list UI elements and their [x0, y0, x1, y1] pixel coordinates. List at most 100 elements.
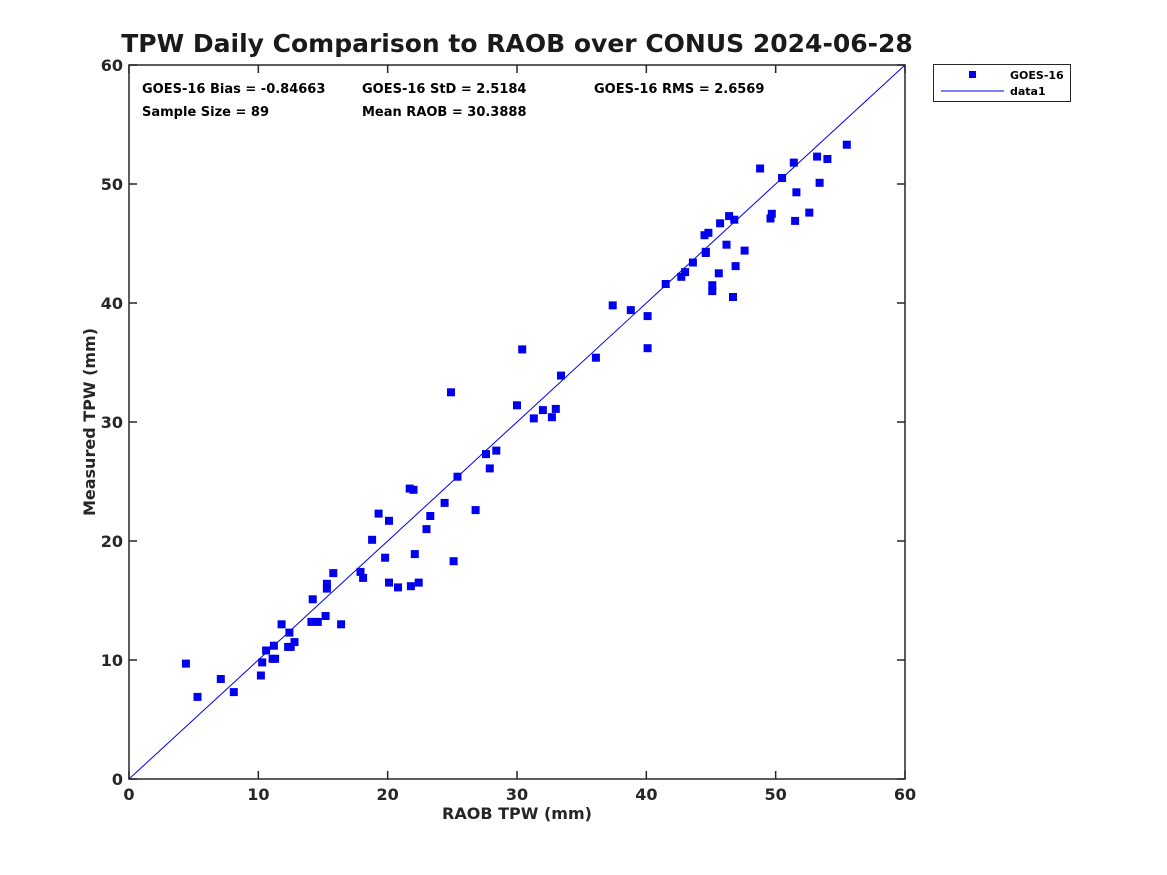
data-point-29	[385, 578, 393, 587]
data-point-6	[258, 658, 267, 667]
chart-title: TPW Daily Comparison to RAOB over CONUS …	[121, 29, 913, 58]
data-point-55	[608, 301, 617, 310]
y-tick-label: 20	[101, 532, 123, 551]
data-point-27	[374, 509, 383, 518]
data-point-48	[518, 345, 527, 354]
data-point-49	[529, 414, 538, 423]
data-point-60	[677, 272, 686, 281]
legend-entry-goes16: GOES-16	[1010, 69, 1064, 82]
data-point-43	[471, 506, 480, 515]
data-point-80	[778, 174, 787, 182]
data-point-53	[557, 371, 565, 380]
legend-box	[933, 64, 1071, 102]
data-point-65	[701, 247, 710, 256]
data-point-83	[792, 188, 801, 197]
data-point-3	[216, 675, 225, 683]
x-tick-label: 50	[765, 785, 787, 804]
data-point-56	[626, 306, 635, 315]
data-point-71	[722, 240, 731, 249]
data-point-67	[708, 287, 717, 296]
statistics-annotations: GOES-16 Bias = -0.84663 GOES-16 StD = 2.…	[142, 82, 764, 120]
data-point-31	[394, 583, 402, 592]
rms-annotation: GOES-16 RMS = 2.6569	[594, 82, 764, 97]
data-point-73	[729, 293, 737, 301]
std-annotation: GOES-16 StD = 2.5184	[362, 82, 526, 97]
mean-raob-annotation: Mean RAOB = 30.3888	[362, 105, 527, 120]
data-point-9	[269, 641, 278, 650]
data-point-59	[661, 280, 670, 288]
data-point-44	[482, 450, 490, 459]
data-point-37	[422, 525, 431, 534]
data-point-10	[271, 654, 280, 663]
legend-entry-data1: data1	[1010, 85, 1046, 98]
data-point-36	[414, 578, 423, 587]
data-point-1	[181, 659, 190, 668]
data-point-16	[307, 617, 316, 626]
data-point-42	[453, 472, 462, 481]
x-tick-label: 0	[123, 785, 134, 804]
data-point-76	[740, 246, 749, 255]
data-point-69	[714, 269, 723, 278]
legend: GOES-16 data1	[933, 64, 1071, 102]
data-point-11	[277, 620, 286, 629]
data-point-21	[322, 579, 331, 588]
x-tick-label: 60	[894, 785, 916, 804]
plot-area	[128, 64, 906, 780]
data-point-39	[440, 498, 449, 507]
bias-annotation: GOES-16 Bias = -0.84663	[142, 82, 325, 97]
data-point-41	[449, 557, 458, 566]
data-point-24	[356, 567, 365, 576]
x-tick-label: 30	[506, 785, 528, 804]
data-point-78	[766, 214, 775, 223]
data-point-79	[767, 209, 776, 218]
data-point-17	[308, 595, 317, 604]
data-point-88	[842, 140, 851, 149]
data-point-52	[551, 404, 560, 413]
data-point-25	[359, 573, 368, 582]
data-point-20	[322, 584, 331, 593]
x-axis-label: RAOB TPW (mm)	[442, 804, 592, 823]
data-point-45	[485, 464, 494, 473]
y-axis-label: Measured TPW (mm)	[80, 328, 99, 516]
data-point-57	[643, 312, 652, 321]
x-tick-label: 10	[247, 785, 269, 804]
data-point-54	[591, 353, 600, 362]
data-point-40	[447, 388, 455, 397]
data-point-15	[290, 638, 299, 647]
x-tick-label: 40	[635, 785, 657, 804]
data-point-19	[321, 612, 330, 620]
data-point-61	[681, 268, 690, 277]
data-point-58	[643, 344, 652, 353]
x-tick-label: 20	[377, 785, 399, 804]
data-point-28	[381, 553, 390, 562]
y-tick-label: 10	[101, 651, 123, 670]
data-point-46	[492, 446, 501, 455]
data-point-14	[286, 642, 295, 651]
data-point-35	[410, 550, 419, 559]
data-point-34	[409, 485, 418, 494]
data-point-87	[823, 155, 832, 163]
legend-marker-goes16	[969, 71, 976, 78]
data-point-82	[791, 216, 800, 225]
data-point-51	[547, 413, 556, 422]
data-point-26	[368, 535, 377, 544]
data-point-23	[337, 620, 346, 629]
data-point-38	[426, 512, 435, 520]
y-tick-label: 40	[101, 294, 123, 313]
data-point-13	[285, 628, 294, 637]
axes	[128, 64, 906, 780]
data-point-70	[716, 219, 725, 228]
data-point-81	[789, 158, 798, 167]
data-point-74	[730, 215, 739, 224]
y-tick-label: 30	[101, 413, 123, 432]
data-point-84	[805, 208, 814, 217]
y-tick-label: 0	[112, 770, 123, 789]
data-point-4	[229, 688, 238, 697]
data-point-85	[813, 152, 822, 161]
data-point-66	[704, 228, 713, 237]
sample-size-annotation: Sample Size = 89	[142, 105, 269, 120]
data-point-77	[756, 164, 765, 173]
data-marks	[128, 64, 906, 780]
y-tick-label: 50	[101, 175, 123, 194]
